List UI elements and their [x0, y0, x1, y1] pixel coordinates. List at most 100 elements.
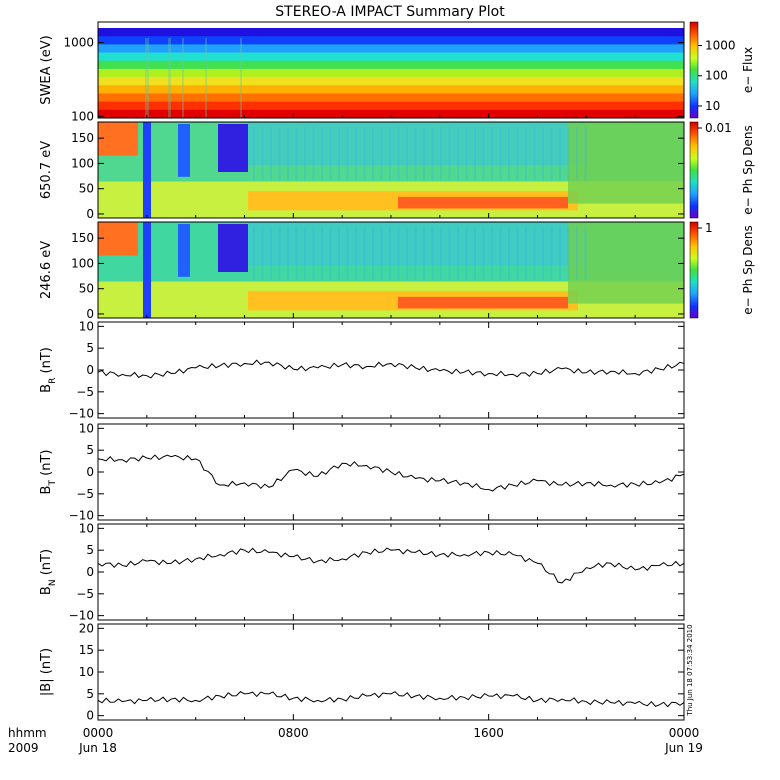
ytick-label: −5: [76, 587, 94, 601]
pitch-striation: [440, 227, 442, 280]
line-panel-ylabel: |B| (nT): [39, 648, 54, 696]
ytick-label: 10: [79, 521, 94, 535]
pitch-striation: [542, 127, 544, 180]
pitch-striation: [261, 127, 264, 180]
pitch-striation: [482, 127, 485, 180]
pitch-striation: [491, 127, 493, 180]
pitch-striation: [525, 127, 527, 180]
pitch-striation: [567, 227, 570, 280]
pitch-striation: [525, 227, 527, 280]
pitch-striation: [499, 127, 502, 180]
x-tick-time: 1600: [473, 726, 504, 740]
ytick-label: 5: [86, 687, 94, 701]
ytick-label: −5: [76, 385, 94, 399]
pitch-striation: [440, 127, 442, 180]
line-panel-frame: [97, 623, 685, 721]
pitch-blue-streak: [178, 224, 190, 277]
pitch-striation: [304, 227, 306, 280]
pitch-striation: [287, 127, 289, 180]
pitch-striation: [389, 127, 391, 180]
pitch-striation: [457, 227, 459, 280]
pitch-early-red: [98, 222, 138, 256]
pitch-striation: [295, 127, 298, 180]
pitch-striation: [457, 127, 459, 180]
pitch-striation: [397, 127, 400, 180]
x-tick-time: 0000: [83, 726, 114, 740]
panel-650eV: 0 50 100 150 650.7 eV 0.01 e− Ph Sp Dens: [39, 121, 755, 221]
ytick-label: −10: [69, 407, 94, 421]
line-panel-3: −10 −5 0 5 10 BN (nT): [39, 521, 685, 623]
pitch-striation: [355, 227, 357, 280]
ytick-label: 50: [79, 182, 94, 196]
pitch-striation: [465, 127, 468, 180]
swea-band: [98, 101, 684, 111]
pitch-striation: [253, 127, 255, 180]
swea-ylabel: SWEA (eV): [39, 35, 54, 104]
x-tick-date: Jun 19: [664, 741, 703, 755]
pitch-striation: [559, 127, 561, 180]
pitch-striation: [533, 227, 536, 280]
pitch-striation: [567, 127, 570, 180]
ytick-label: 5: [86, 443, 94, 457]
pitch-striation: [542, 227, 544, 280]
pitch-striation: [576, 227, 578, 280]
line-panel-2: −10 −5 0 5 10 BT (nT): [39, 421, 685, 523]
ytick-label: −5: [76, 487, 94, 501]
x-row-label: 2009: [8, 741, 39, 755]
swea-colorbar-label: e− Flux: [741, 47, 755, 93]
pitch-striation: [474, 227, 476, 280]
pitch-striation: [474, 127, 476, 180]
pitch-striation: [372, 127, 374, 180]
swea-colorbar: [689, 21, 699, 119]
x-tick-time: 0800: [278, 726, 309, 740]
pitch-striation: [329, 127, 332, 180]
p650-colorbar: [689, 121, 699, 219]
pitch-striation: [253, 227, 255, 280]
pitch-striation: [304, 127, 306, 180]
line-panel-frame: [97, 523, 685, 621]
swea-band: [98, 85, 684, 94]
pitch-striation: [278, 227, 281, 280]
pitch-striation: [338, 127, 340, 180]
pitch-striation: [380, 127, 383, 180]
panel-swea: 100 1000 SWEA (eV) 10 100 1000 e− Flux: [39, 21, 755, 123]
ytick-label: 10: [79, 421, 94, 435]
line-panel-ylabel: BR (nT): [39, 347, 58, 393]
pitch-striation: [584, 227, 587, 280]
pitch-blue-streak: [178, 124, 190, 177]
x-tick-time: 0000: [669, 726, 700, 740]
ytick-label: 150: [71, 231, 94, 245]
swea-streak: [168, 38, 171, 118]
pitch-striation: [533, 127, 536, 180]
pitch-striation: [414, 227, 417, 280]
ytick-label: 100: [71, 109, 94, 123]
swea-band: [98, 44, 684, 54]
ytick-label: 100: [71, 256, 94, 270]
pitch-striation: [491, 227, 493, 280]
pitch-striation: [278, 127, 281, 180]
ytick-label: 150: [71, 131, 94, 145]
swea-band: [98, 68, 684, 78]
series-line: [97, 359, 685, 379]
p650-colorbar-label: e− Ph Sp Dens: [741, 125, 755, 214]
pitch-striation: [287, 227, 289, 280]
pitch-striation: [312, 127, 315, 180]
pitch-striation: [414, 127, 417, 180]
ytick-label: 1000: [63, 36, 94, 50]
series-line: [97, 691, 685, 708]
pitch-striation: [372, 227, 374, 280]
x-tick-date: Jun 18: [78, 741, 117, 755]
ytick-label: 0: [86, 307, 94, 321]
pitch-striation: [448, 227, 451, 280]
pitch-striation: [329, 227, 332, 280]
pitch-striation: [270, 227, 272, 280]
series-line: [97, 454, 685, 492]
pitch-striation: [346, 227, 349, 280]
pitch-striation: [389, 227, 391, 280]
pitch-striation: [363, 127, 366, 180]
pitch-striation: [516, 127, 519, 180]
ytick-label: 100: [71, 156, 94, 170]
pitch-striation: [448, 127, 451, 180]
plot-title: STEREO-A IMPACT Summary Plot: [275, 4, 505, 20]
